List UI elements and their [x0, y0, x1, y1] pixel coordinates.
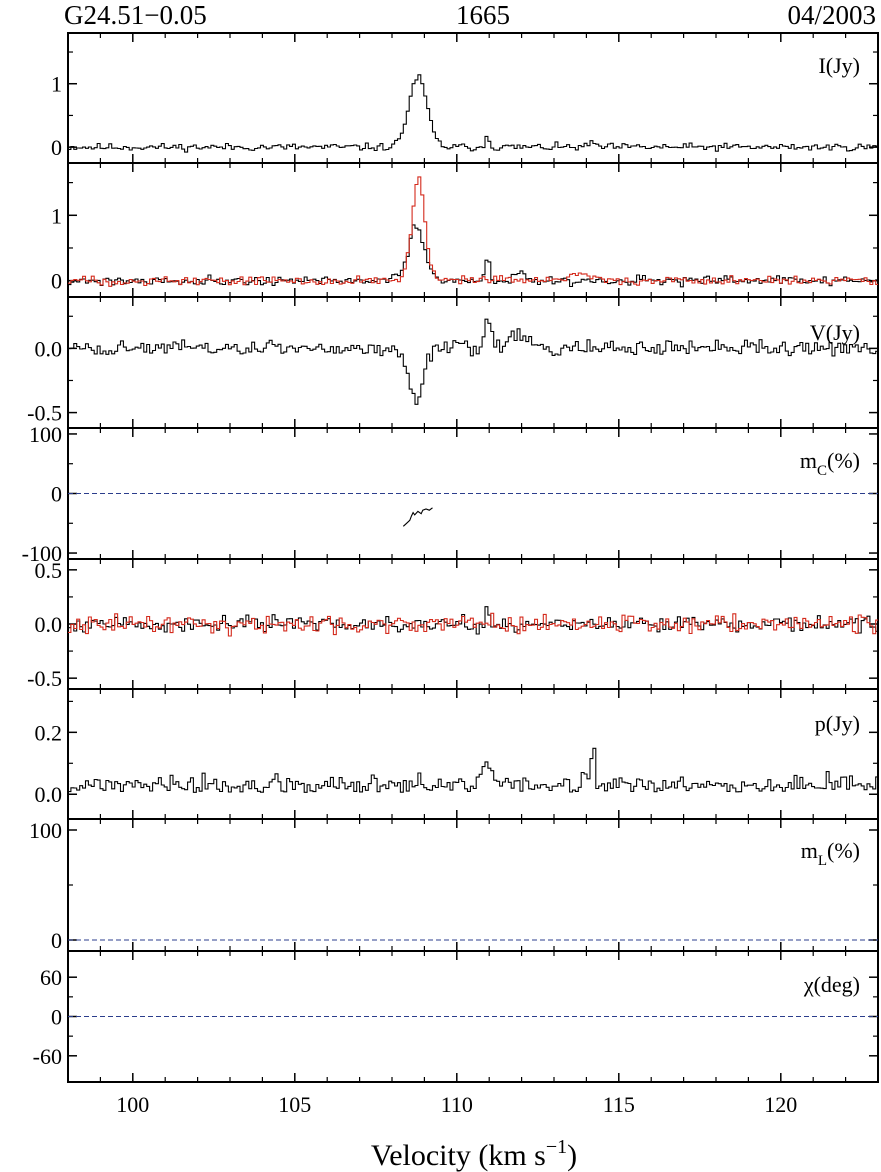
frequency-label: 1665 — [456, 0, 510, 30]
panel-LR: 01 — [51, 162, 879, 298]
series-mc-main — [402, 507, 433, 527]
series-QU-ujy — [68, 612, 878, 637]
y-tick-label: 0 — [51, 928, 62, 953]
y-tick-label: -60 — [33, 1044, 62, 1069]
y-tick-label: 1 — [51, 72, 62, 97]
series-LR-rhcjy — [68, 176, 878, 287]
source-name: G24.51−0.05 — [64, 0, 207, 30]
panel-label: χ(deg) — [803, 972, 860, 997]
panel-label: mL(%) — [801, 838, 860, 869]
series-I-main — [68, 74, 878, 153]
panel-V-frame — [67, 296, 879, 429]
y-tick-label: 0.5 — [35, 558, 63, 583]
y-tick-label: 0 — [51, 482, 62, 507]
x-tick-label: 105 — [278, 1092, 311, 1117]
y-tick-label: -0.5 — [27, 666, 62, 691]
x-axis: 100 105 110 115 120 — [116, 1092, 797, 1117]
panel-ml: 100 0 mL(%) — [29, 818, 879, 953]
panel-label: p(Jy) — [815, 711, 860, 736]
y-tick-label: 0 — [51, 135, 62, 160]
panel-p: 0.2 0.0 p(Jy) — [35, 688, 879, 820]
panel-p-frame — [67, 688, 879, 820]
x-axis-title-exponent: −1 — [546, 1136, 567, 1158]
y-tick-label: 100 — [29, 818, 62, 843]
panel-LR-frame — [67, 162, 879, 298]
y-tick-label: 0.2 — [35, 720, 63, 745]
y-tick-label: 0.0 — [35, 612, 63, 637]
y-tick-label: 0.0 — [35, 336, 63, 361]
panel-label: I(Jy) — [818, 53, 860, 78]
x-tick-label: 100 — [116, 1092, 149, 1117]
x-tick-label: 110 — [441, 1092, 473, 1117]
panel-I: 0 1 I(Jy) — [51, 32, 879, 164]
x-tick-label: 120 — [764, 1092, 797, 1117]
y-tick-label: 0 — [51, 1005, 62, 1030]
y-tick-label: -100 — [22, 541, 62, 566]
y-tick-label: 100 — [29, 422, 62, 447]
y-tick-label: 0.0 — [35, 782, 63, 807]
panel-I-frame — [67, 32, 879, 164]
panel-mc: 100 0 -100 mC(%) — [22, 422, 879, 566]
y-tick-label: 60 — [40, 965, 62, 990]
panel-label: mC(%) — [800, 448, 860, 479]
panel-V: 0.0 -0.5 V(Jy) — [27, 296, 879, 429]
x-axis-title: Velocity (km s−1) — [371, 1136, 577, 1172]
x-tick-label: 115 — [603, 1092, 635, 1117]
panel-label: V(Jy) — [810, 320, 860, 345]
series-p-main — [68, 747, 878, 793]
observation-date: 04/2003 — [787, 0, 876, 30]
y-tick-label: 1 — [51, 203, 62, 228]
series-V-main — [68, 318, 878, 405]
panel-chi: 60 0 -60 χ(deg) — [33, 950, 879, 1083]
panel-QU: 0.5 0.0 -0.5 — [27, 558, 879, 691]
panel-ml-frame — [67, 818, 879, 952]
y-tick-label: -0.5 — [27, 401, 62, 426]
panels-group: 01I(Jy)010.0-0.5V(Jy)1000-100mC(%)0.50.0… — [22, 32, 879, 1083]
y-tick-label: 0 — [51, 269, 62, 294]
